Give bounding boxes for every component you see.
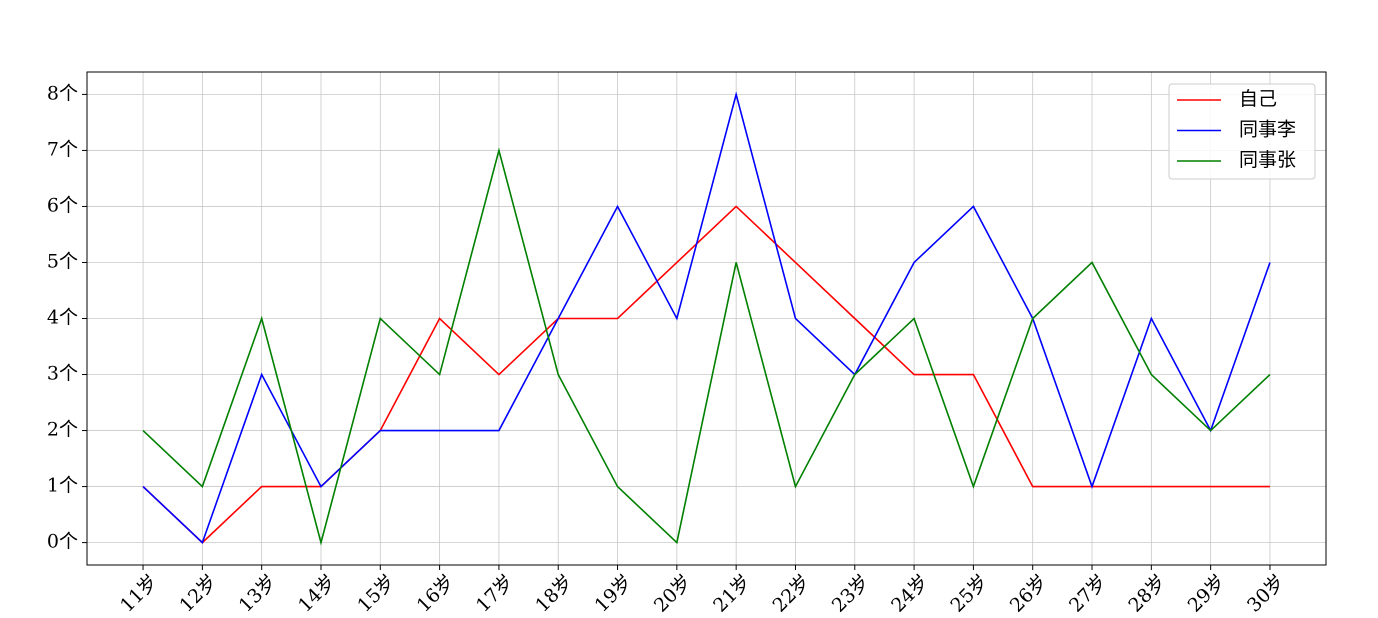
x-tick-label: 24岁 xyxy=(887,571,933,617)
x-tick-label: 12岁 xyxy=(175,571,221,617)
x-tick-label: 25岁 xyxy=(946,571,992,617)
legend-label: 自己 xyxy=(1239,88,1277,110)
x-tick-label: 23岁 xyxy=(828,571,874,617)
y-tick-label: 0个 xyxy=(47,531,78,553)
y-tick-label: 4个 xyxy=(47,307,78,329)
y-tick-label: 8个 xyxy=(47,82,78,104)
y-tick-label: 3个 xyxy=(47,363,78,385)
x-tick-label: 13岁 xyxy=(235,571,281,617)
x-tick-label: 27岁 xyxy=(1065,571,1111,617)
legend-label: 同事李 xyxy=(1239,119,1296,141)
y-tick-label: 1个 xyxy=(47,475,78,497)
legend-box xyxy=(1168,83,1316,180)
x-tick-label: 19岁 xyxy=(591,571,637,617)
x-tick-label: 20岁 xyxy=(650,571,696,617)
x-tick-label: 21岁 xyxy=(709,571,755,617)
series-line xyxy=(142,147,1271,546)
y-tick-label: 6个 xyxy=(47,194,78,216)
x-tick-label: 28岁 xyxy=(1124,571,1170,617)
x-tick-label: 26岁 xyxy=(1006,571,1052,617)
x-tick-label: 16岁 xyxy=(413,571,459,617)
y-tick-label: 2个 xyxy=(47,419,78,441)
y-tick-label: 7个 xyxy=(47,138,78,160)
x-tick-label: 17岁 xyxy=(472,571,518,617)
x-tick-label: 29岁 xyxy=(1184,571,1230,617)
x-tick-label: 18岁 xyxy=(531,571,577,617)
x-tick-label: 15岁 xyxy=(353,571,399,617)
x-tick-label: 22岁 xyxy=(768,571,814,617)
x-tick-label: 11岁 xyxy=(116,571,162,617)
x-tick-label: 30岁 xyxy=(1243,571,1289,617)
legend-label: 同事张 xyxy=(1239,149,1296,171)
plot-frame xyxy=(86,71,1327,566)
x-tick-label: 14岁 xyxy=(294,571,340,617)
series-line xyxy=(142,91,1271,545)
y-tick-label: 5个 xyxy=(47,250,78,272)
